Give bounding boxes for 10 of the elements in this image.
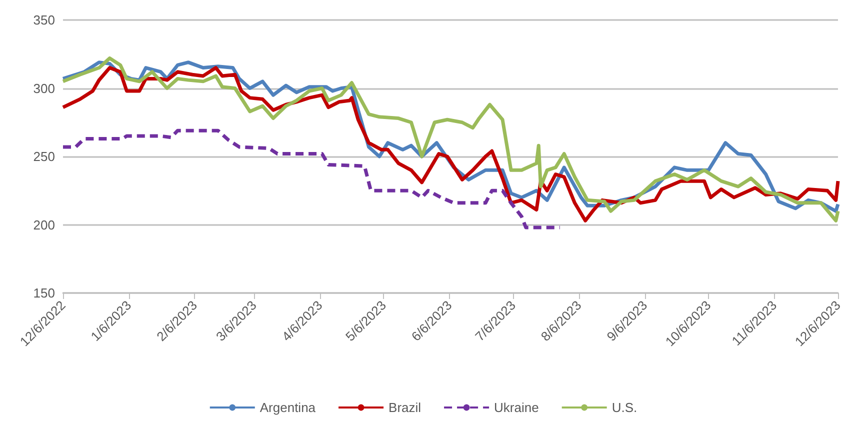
y-tick-label: 250 — [33, 149, 55, 164]
legend-label: Brazil — [388, 400, 422, 415]
y-tick-label: 300 — [33, 80, 55, 96]
legend-label: Ukraine — [494, 400, 539, 415]
line-series — [61, 128, 562, 230]
legend-label: Argentina — [260, 400, 316, 415]
y-tick-label: 150 — [33, 286, 55, 300]
legend-label: U.S. — [612, 400, 638, 415]
y-tick-label: 350 — [33, 12, 55, 28]
y-tick-label: 200 — [33, 217, 55, 232]
